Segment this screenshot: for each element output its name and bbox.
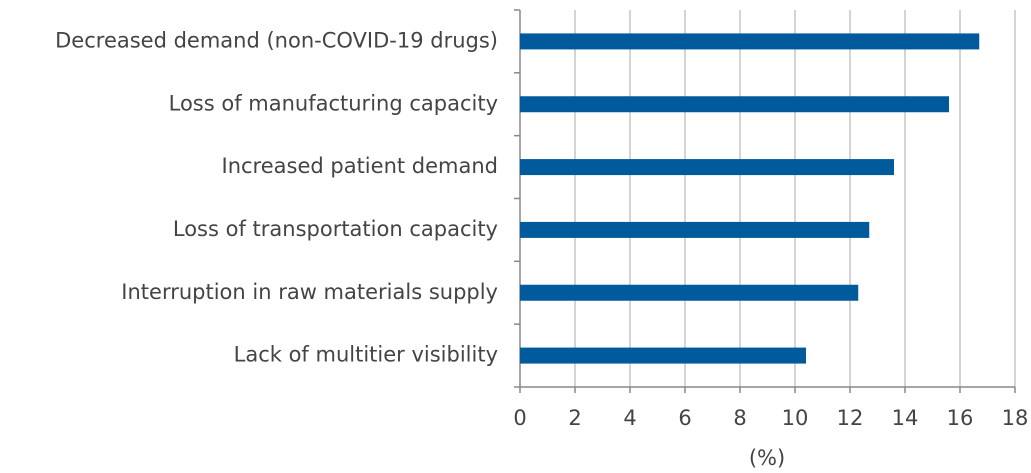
x-tick-label: 18 — [1002, 406, 1029, 430]
bar — [520, 96, 949, 113]
x-tick-label: 4 — [623, 406, 636, 430]
x-tick-label: 16 — [947, 406, 974, 430]
x-tick-label: 14 — [892, 406, 919, 430]
bar — [520, 221, 870, 238]
x-tick-label: 10 — [782, 406, 809, 430]
x-tick-label: 0 — [513, 406, 526, 430]
x-tick-label: 2 — [568, 406, 581, 430]
x-tick-label: 6 — [678, 406, 691, 430]
y-tick-label: Increased patient demand — [222, 154, 499, 178]
y-tick-label: Loss of transportation capacity — [173, 217, 498, 241]
bar — [520, 284, 859, 301]
y-tick-label: Interruption in raw materials supply — [121, 280, 498, 304]
y-tick-label: Loss of manufacturing capacity — [169, 91, 498, 115]
x-axis-label: (%) — [749, 446, 785, 470]
x-tick-label: 12 — [837, 406, 864, 430]
x-tick-label: 8 — [733, 406, 746, 430]
y-tick-label: Lack of multitier visibility — [234, 343, 498, 367]
y-tick-label: Decreased demand (non-COVID-19 drugs) — [55, 28, 498, 52]
bar — [520, 159, 894, 176]
bar — [520, 33, 980, 50]
bar — [520, 347, 806, 364]
